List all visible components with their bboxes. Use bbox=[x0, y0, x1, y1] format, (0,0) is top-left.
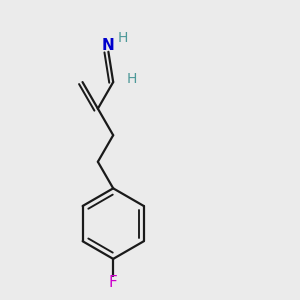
Text: H: H bbox=[126, 72, 137, 86]
Text: F: F bbox=[109, 275, 118, 290]
Text: H: H bbox=[118, 31, 128, 45]
Text: N: N bbox=[102, 38, 115, 52]
